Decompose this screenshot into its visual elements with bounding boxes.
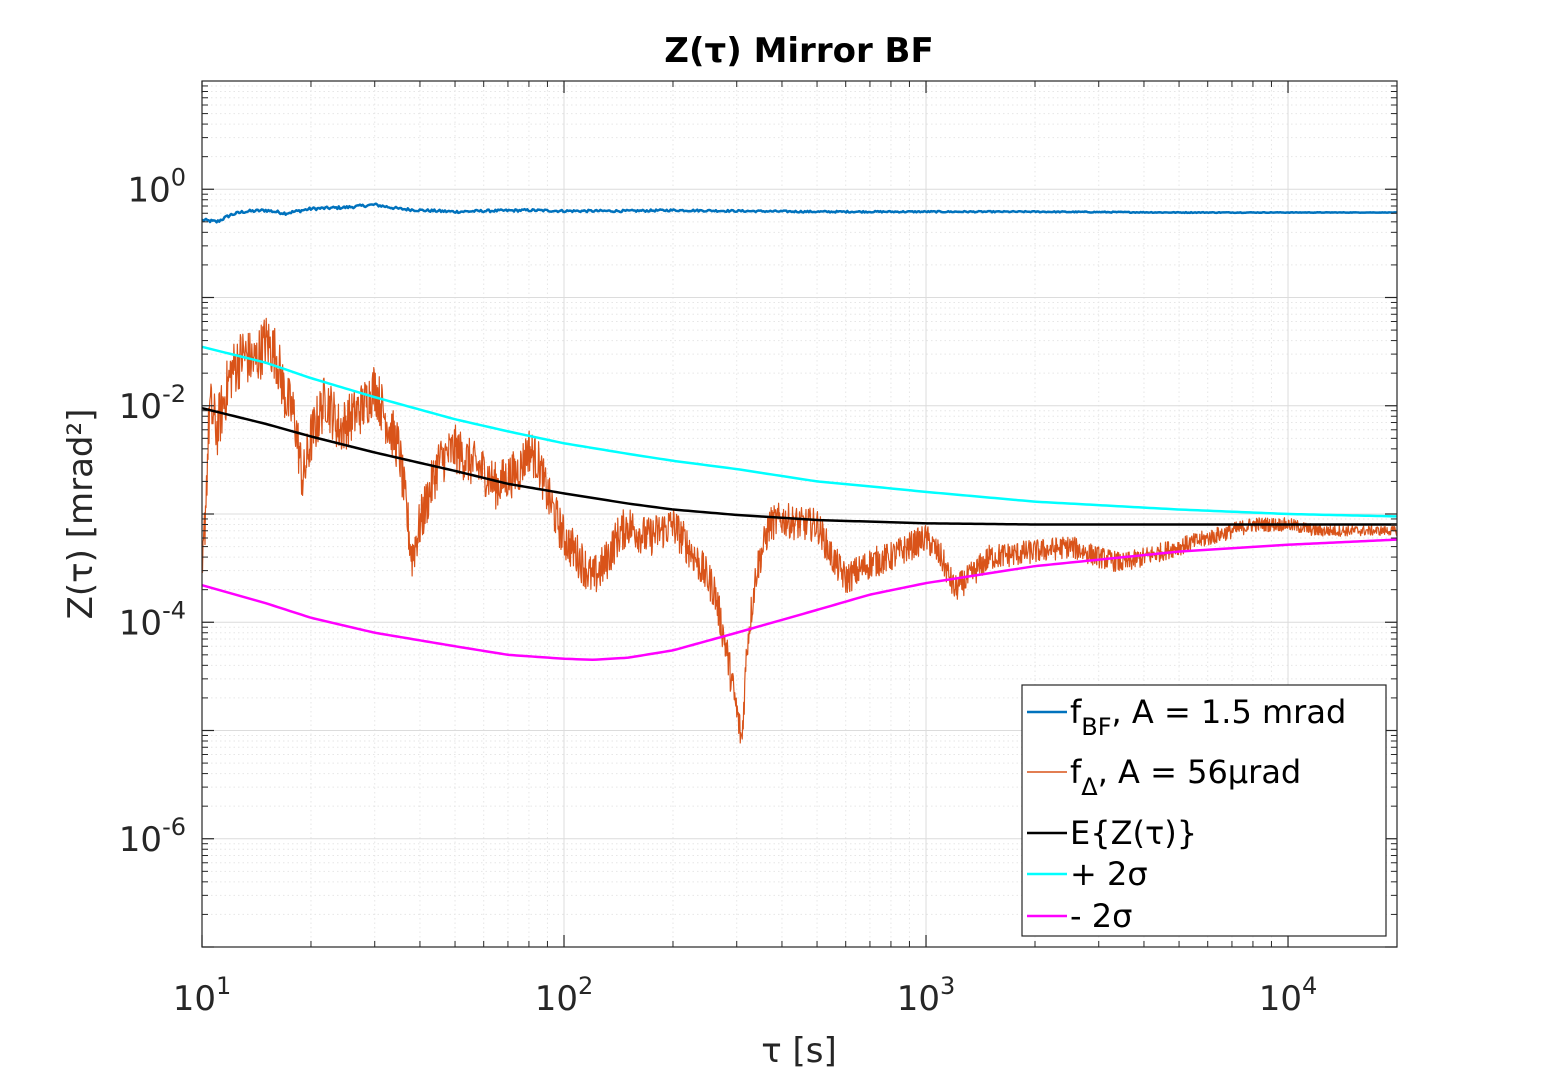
legend-entry-text: fΔ, A = 56μrad bbox=[1070, 753, 1301, 801]
y-tick-label: 10-2 bbox=[119, 380, 186, 427]
chart-title: Z(τ) Mirror BF bbox=[664, 31, 933, 71]
legend-entry-text: E{Z(τ)} bbox=[1070, 814, 1197, 852]
x-tick-label: 103 bbox=[897, 972, 956, 1019]
x-tick-label: 101 bbox=[173, 972, 232, 1019]
series-line-1 bbox=[202, 317, 1397, 744]
y-tick-label: 10-4 bbox=[119, 596, 186, 643]
y-tick-label: 10-6 bbox=[119, 813, 186, 860]
series-layer bbox=[202, 202, 1397, 744]
legend-entry-text: - 2σ bbox=[1070, 897, 1132, 935]
x-tick-label: 104 bbox=[1259, 972, 1318, 1019]
y-axis-label: Z(τ) [mrad²] bbox=[61, 409, 101, 620]
legend: fBF, A = 1.5 mrad fΔ, A = 56μrad E{Z(τ)}+ … bbox=[1021, 684, 1387, 937]
legend-entry-text: + 2σ bbox=[1070, 855, 1148, 893]
legend-entry-text: fBF, A = 1.5 mrad bbox=[1070, 693, 1346, 741]
x-tick-labels: 101 102 103 104 bbox=[173, 972, 1318, 1019]
y-tick-labels: 100 10-2 10-4 10-6 bbox=[119, 163, 186, 860]
y-tick-label: 100 bbox=[127, 163, 186, 210]
series-line-4 bbox=[202, 538, 1397, 662]
series-line-3 bbox=[202, 345, 1397, 518]
legend-box bbox=[1021, 684, 1387, 937]
x-axis-label: τ [s] bbox=[761, 1031, 837, 1071]
tick-marks bbox=[201, 81, 1398, 948]
series-line-2 bbox=[202, 406, 1397, 526]
series-line-0 bbox=[202, 202, 1397, 224]
x-tick-label: 102 bbox=[535, 972, 594, 1019]
